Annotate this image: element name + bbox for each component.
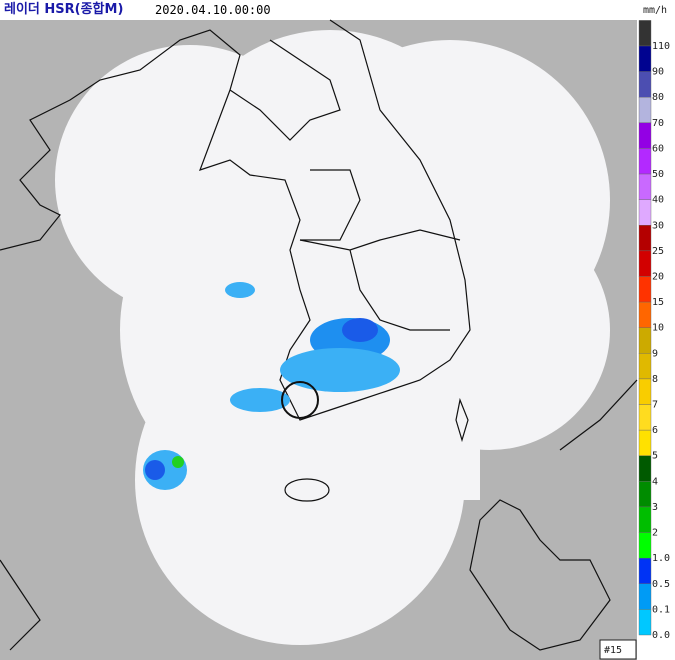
legend-swatch <box>638 225 652 252</box>
legend-swatch <box>638 532 652 559</box>
legend-swatch <box>638 199 652 226</box>
legend-label: 30 <box>652 220 664 231</box>
legend-label: 1.0 <box>652 553 670 564</box>
legend-swatch <box>638 353 652 380</box>
timestamp: 2020.04.10.00:00 <box>155 3 271 17</box>
precipitation <box>143 282 400 490</box>
legend: 110 90 80 70 60 50 40 30 25 20 15 10 9 8 7 6 5 4 3 2 1.0 0.5 0… <box>638 20 670 641</box>
legend-label: 25 <box>652 246 664 257</box>
legend-swatch <box>638 557 652 584</box>
legend-swatch <box>638 250 652 277</box>
legend-swatch <box>638 20 652 47</box>
frame-number: #15 <box>604 645 622 656</box>
legend-swatch <box>638 583 652 610</box>
legend-label: 7 <box>652 400 658 411</box>
legend-swatch <box>638 429 652 456</box>
legend-label: 15 <box>652 297 664 308</box>
legend-label: 0.5 <box>652 579 670 590</box>
legend-label: 60 <box>652 143 664 154</box>
legend-label: 20 <box>652 271 664 282</box>
legend-swatch <box>638 173 652 200</box>
coastline <box>0 19 638 651</box>
legend-label: 8 <box>652 374 658 385</box>
legend-label: 6 <box>652 425 658 436</box>
legend-label: 10 <box>652 323 664 334</box>
legend-label: 70 <box>652 118 664 129</box>
legend-swatch <box>638 97 652 124</box>
title: 레이더 HSR(종합M) <box>4 2 124 17</box>
legend-swatch <box>638 45 652 72</box>
unit-label: mm/h <box>643 5 667 16</box>
legend-swatch <box>638 71 652 98</box>
legend-label: 50 <box>652 169 664 180</box>
legend-label: 110 <box>652 41 670 52</box>
legend-swatch <box>638 276 652 303</box>
legend-label: 0.0 <box>652 630 670 641</box>
legend-swatch <box>638 122 652 149</box>
legend-label: 80 <box>652 92 664 103</box>
legend-swatch <box>638 301 652 328</box>
legend-label: 4 <box>652 476 658 487</box>
legend-label: 3 <box>652 502 658 513</box>
legend-swatch <box>638 481 652 508</box>
legend-swatch <box>638 378 652 405</box>
legend-label: 9 <box>652 348 658 359</box>
legend-swatch <box>638 609 652 636</box>
legend-label: 90 <box>652 67 664 78</box>
legend-swatch <box>638 404 652 431</box>
legend-label: 0.1 <box>652 604 670 615</box>
legend-swatch <box>638 455 652 482</box>
legend-label: 2 <box>652 528 658 539</box>
legend-swatch <box>638 148 652 175</box>
legend-swatch <box>638 327 652 354</box>
legend-label: 5 <box>652 451 658 462</box>
legend-swatch <box>638 506 652 533</box>
frame-box <box>599 639 637 660</box>
legend-label: 40 <box>652 195 664 206</box>
